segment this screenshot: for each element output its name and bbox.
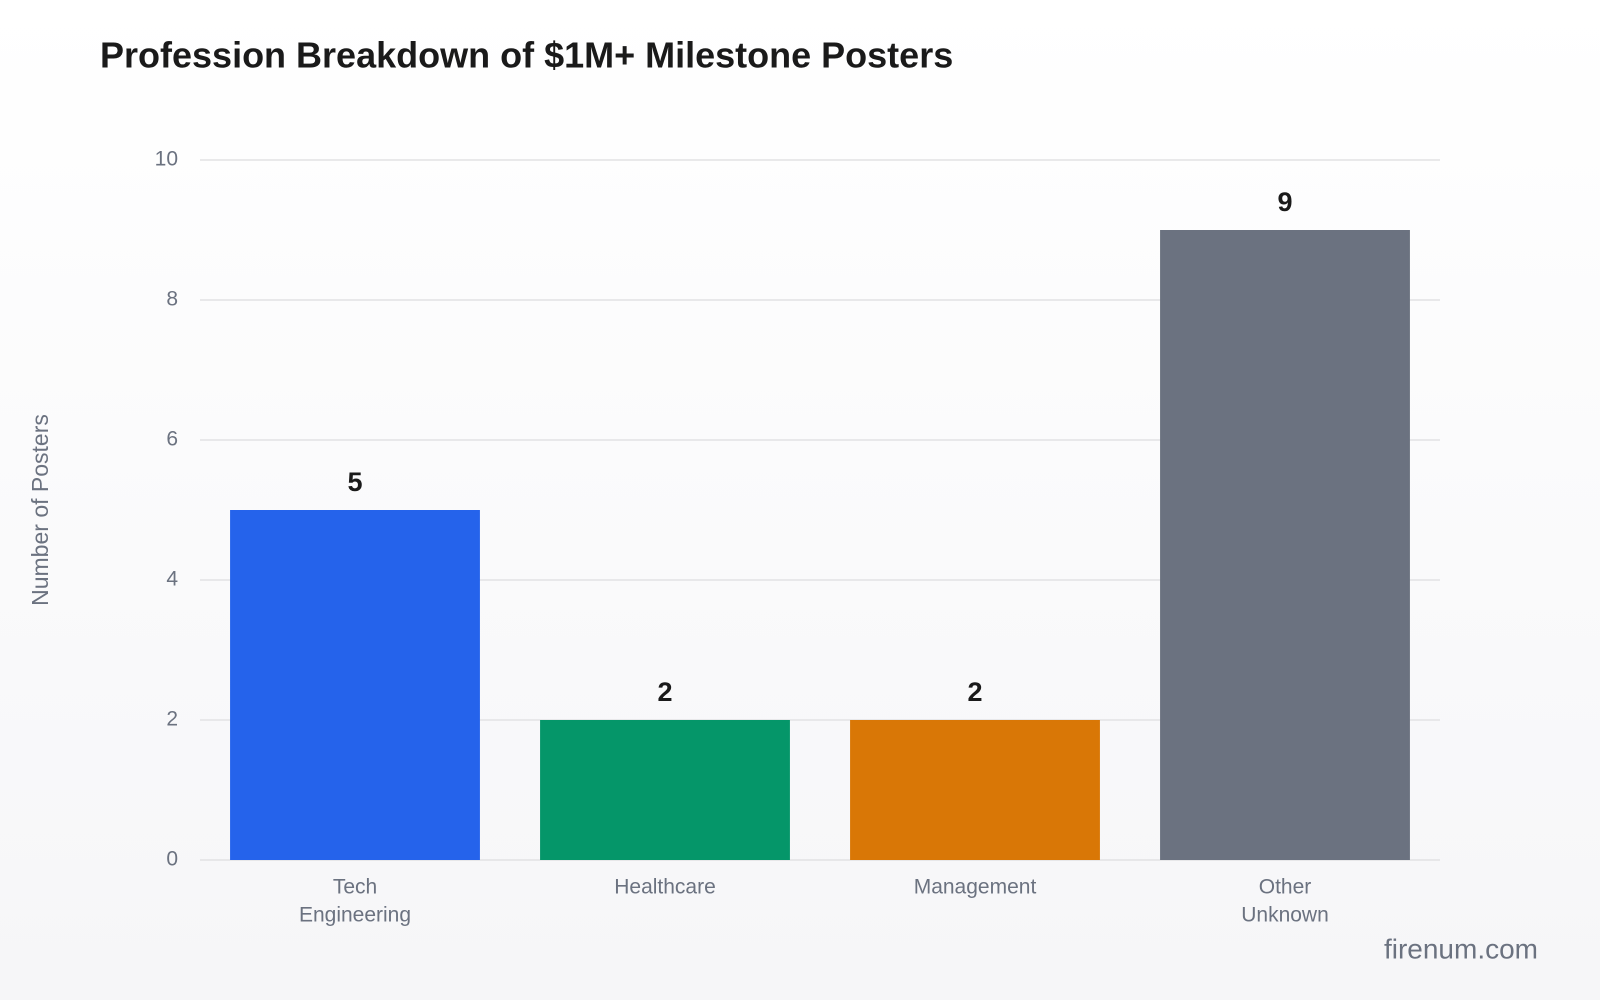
x-tick-label: Tech: [333, 876, 377, 899]
bar: [1160, 230, 1410, 860]
y-tick-label: 8: [166, 288, 178, 311]
bar: [850, 720, 1100, 860]
chart-title: Profession Breakdown of $1M+ Milestone P…: [100, 35, 953, 76]
value-label: 9: [1277, 187, 1292, 217]
value-label: 2: [657, 677, 672, 707]
y-axis-label: Number of Posters: [27, 414, 53, 606]
y-tick-label: 6: [166, 428, 178, 451]
x-tick-label: Unknown: [1241, 904, 1329, 927]
y-tick-label: 2: [166, 708, 178, 731]
bar: [230, 510, 480, 860]
y-tick-label: 4: [166, 568, 178, 591]
x-tick-label: Management: [914, 876, 1037, 899]
value-label: 2: [967, 677, 982, 707]
x-tick-label: Engineering: [299, 904, 411, 927]
x-tick-label: Healthcare: [614, 876, 716, 899]
y-tick-label: 10: [155, 148, 178, 171]
value-label: 5: [347, 467, 362, 497]
bar: [540, 720, 790, 860]
y-tick-label: 0: [166, 848, 178, 871]
watermark: firenum.com: [1384, 933, 1538, 964]
x-tick-label: Other: [1259, 876, 1312, 899]
